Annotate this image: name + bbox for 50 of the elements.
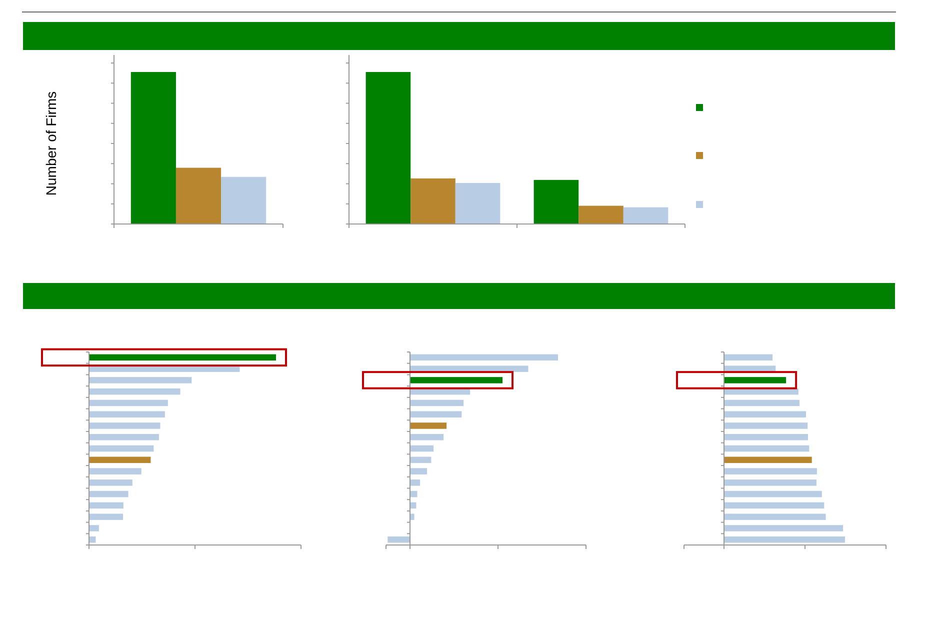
bar xyxy=(89,502,124,509)
bar xyxy=(724,480,816,486)
bar xyxy=(724,400,800,406)
bar xyxy=(410,377,502,384)
bar xyxy=(724,525,844,532)
bar xyxy=(410,468,428,474)
bar xyxy=(89,422,160,429)
bar xyxy=(410,400,464,406)
bar xyxy=(366,72,411,224)
bar xyxy=(724,445,810,452)
bar xyxy=(724,536,845,543)
bar xyxy=(89,456,151,464)
bar xyxy=(410,480,420,486)
bar xyxy=(410,456,432,464)
bar xyxy=(89,468,142,474)
bar xyxy=(89,388,180,395)
bar xyxy=(724,434,808,440)
bar xyxy=(89,445,154,452)
bar xyxy=(89,480,132,486)
bar xyxy=(455,182,500,224)
bar xyxy=(724,502,824,509)
bar xyxy=(89,490,128,498)
bar xyxy=(410,434,444,440)
bar xyxy=(724,468,817,474)
bar xyxy=(724,422,808,429)
bar xyxy=(388,536,410,543)
bar xyxy=(89,354,276,361)
bar xyxy=(89,525,99,532)
bar xyxy=(724,490,822,498)
bar xyxy=(724,377,786,384)
bar xyxy=(410,514,414,520)
bar xyxy=(410,411,462,418)
bar xyxy=(724,354,773,361)
bar xyxy=(410,490,418,498)
bar xyxy=(724,411,806,418)
bar xyxy=(534,180,579,224)
bar xyxy=(724,456,812,464)
bar xyxy=(89,434,159,440)
bar xyxy=(410,445,434,452)
bar xyxy=(89,377,192,384)
bar xyxy=(89,514,124,520)
bar xyxy=(410,354,558,361)
bar xyxy=(89,411,165,418)
bar xyxy=(410,178,456,224)
y-axis-title: Number of Firms xyxy=(43,91,59,196)
bar xyxy=(623,207,668,224)
bar xyxy=(410,422,447,429)
bar xyxy=(724,514,826,520)
bar xyxy=(578,206,624,224)
bar xyxy=(89,400,168,406)
